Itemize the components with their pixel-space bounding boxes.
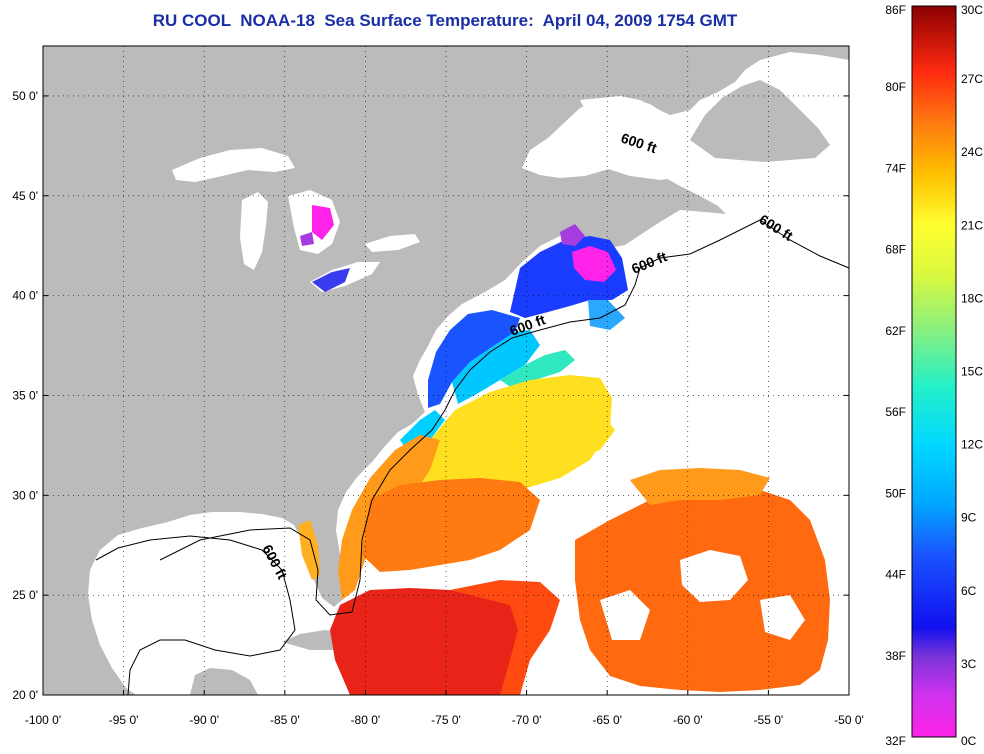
map-title: RU COOL NOAA-18 Sea Surface Temperature:… <box>152 11 738 30</box>
colorbar-c-label: 27C <box>961 72 983 86</box>
graticule <box>43 46 849 695</box>
lon-tick-label: -75 0' <box>431 713 461 727</box>
lat-tick-label: 30 0' <box>12 488 38 502</box>
lat-tick-label: 50 0' <box>12 89 38 103</box>
land-yucatan <box>190 668 258 695</box>
lake-michigan <box>240 192 268 270</box>
lat-tick-label: 20 0' <box>12 688 38 702</box>
lon-tick-label: -85 0' <box>270 713 300 727</box>
lon-tick-label: -65 0' <box>592 713 622 727</box>
colorbar-c-label: 3C <box>961 657 977 671</box>
colorbar-f-label: 50F <box>885 486 906 500</box>
colorbar-c-label: 9C <box>961 511 977 525</box>
colorbar-f-label: 38F <box>885 649 906 663</box>
lake-superior <box>172 148 295 182</box>
colorbar-c-label: 24C <box>961 145 983 159</box>
colorbar-celsius-labels: 30C 27C 24C 21C 18C 15C 12C 9C 6C 3C 0C <box>961 3 983 748</box>
lon-tick-label: -100 0' <box>25 713 61 727</box>
lon-tick-label: -80 0' <box>351 713 381 727</box>
colorbar: 86F 80F 74F 68F 62F 56F 50F 44F 38F 32F 30C 27C 24C… <box>885 3 983 748</box>
colorbar-c-label: 0C <box>961 734 977 748</box>
lon-tick-label: -70 0' <box>512 713 542 727</box>
lat-tick-label: 35 0' <box>12 388 38 402</box>
lake-ontario <box>365 234 420 252</box>
gulf-of-st-lawrence <box>595 140 700 180</box>
colorbar-f-label: 44F <box>885 568 906 582</box>
lon-tick-label: -95 0' <box>109 713 139 727</box>
colorbar-c-label: 6C <box>961 584 977 598</box>
colorbar-f-label: 68F <box>885 243 906 257</box>
colorbar-c-label: 18C <box>961 291 983 305</box>
latitude-axis: 20 0' 25 0' 30 0' 35 0' 40 0' 45 0' 50 0' <box>12 89 849 702</box>
colorbar-c-label: 21C <box>961 218 983 232</box>
colorbar-f-label: 86F <box>885 3 906 17</box>
hudson-region-water <box>580 96 672 126</box>
lon-tick-label: -50 0' <box>834 713 864 727</box>
longitude-axis: -100 0' -95 0' -90 0' -85 0' -80 0' -75 0' -70… <box>25 690 864 727</box>
gulf-shelf-contour <box>95 535 296 696</box>
colorbar-c-label: 12C <box>961 438 983 452</box>
sst-data-layer <box>298 205 830 695</box>
600ft-isobath <box>159 219 850 616</box>
colorbar-c-label: 15C <box>961 365 983 379</box>
lon-tick-label: -90 0' <box>189 713 219 727</box>
land-newfoundland <box>690 80 830 162</box>
lon-tick-label: -55 0' <box>754 713 784 727</box>
colorbar-gradient <box>911 5 957 738</box>
colorbar-fahrenheit-labels: 86F 80F 74F 68F 62F 56F 50F 44F 38F 32F <box>885 3 906 748</box>
lat-tick-label: 45 0' <box>12 189 38 203</box>
lat-tick-label: 40 0' <box>12 289 38 303</box>
colorbar-f-label: 62F <box>885 324 906 338</box>
lat-tick-label: 25 0' <box>12 588 38 602</box>
colorbar-f-label: 32F <box>885 734 906 748</box>
map-frame: 600 ft 600 ft 600 ft 600 ft 600 ft <box>42 45 850 696</box>
colorbar-f-label: 80F <box>885 80 906 94</box>
colorbar-f-label: 56F <box>885 405 906 419</box>
lon-tick-label: -60 0' <box>673 713 703 727</box>
colorbar-c-label: 30C <box>961 3 983 17</box>
colorbar-f-label: 74F <box>885 161 906 175</box>
